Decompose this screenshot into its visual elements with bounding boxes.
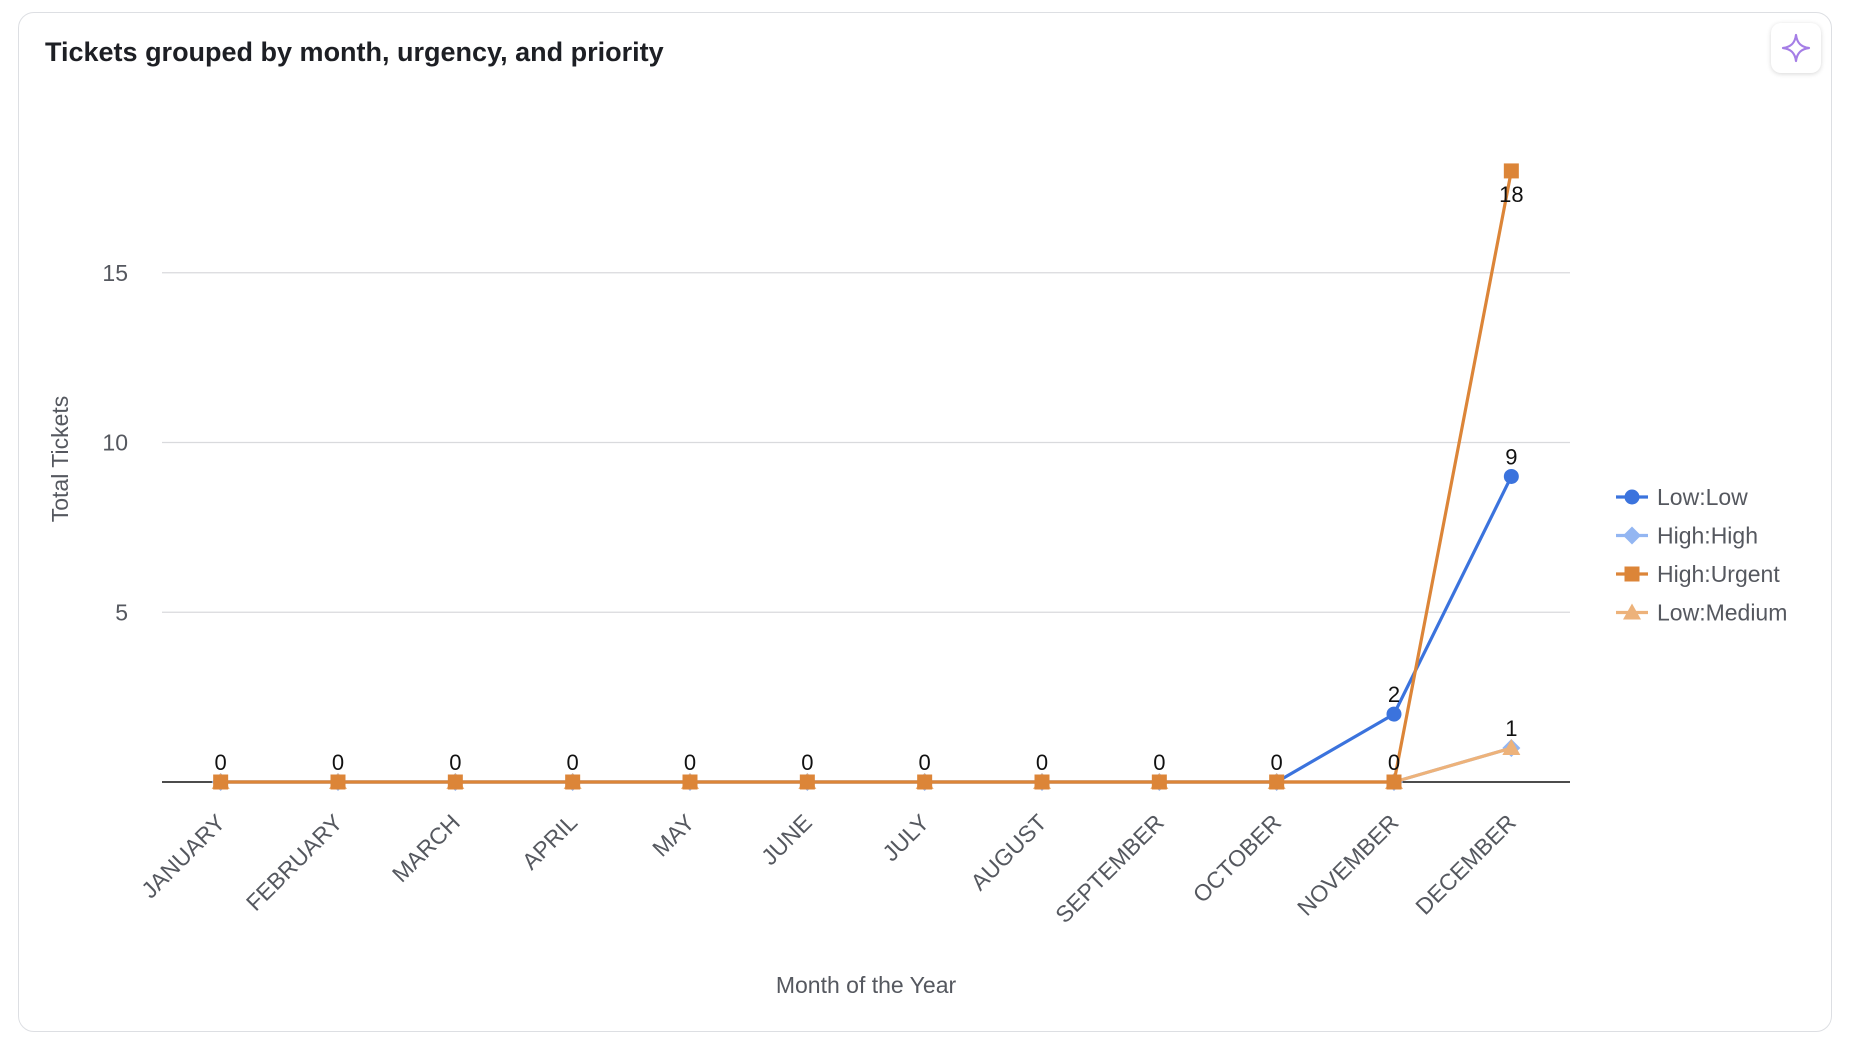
data-label: 0: [567, 750, 579, 775]
x-axis-title: Month of the Year: [776, 972, 957, 998]
legend-item: Low:Low: [1616, 484, 1748, 510]
data-label: 9: [1505, 444, 1517, 469]
data-label: 0: [449, 750, 461, 775]
legend-label: Low:Low: [1657, 484, 1748, 510]
data-point: [1503, 163, 1519, 179]
data-point: [1386, 774, 1402, 790]
data-point: [1034, 774, 1050, 790]
x-tick-label: DECEMBER: [1410, 809, 1521, 920]
series-low-low: [213, 468, 1519, 790]
x-tick-label: OCTOBER: [1188, 809, 1287, 908]
legend-swatch-marker: [1624, 489, 1640, 505]
data-label: 0: [1388, 750, 1400, 775]
x-tick-label: APRIL: [517, 809, 583, 875]
series-line: [220, 746, 1512, 784]
legend-swatch-marker: [1623, 526, 1641, 545]
data-point: [447, 774, 463, 790]
x-tick-label: JULY: [877, 809, 934, 866]
data-label: 0: [332, 750, 344, 775]
data-point: [1503, 468, 1519, 484]
data-point: [1151, 774, 1167, 790]
legend-item: Low:Medium: [1616, 600, 1787, 626]
legend-label: High:High: [1657, 523, 1758, 549]
legend-item: High:High: [1616, 523, 1758, 549]
ai-insights-button[interactable]: [1771, 23, 1821, 73]
data-label: 0: [684, 750, 696, 775]
data-point: [565, 774, 581, 790]
y-tick-label: 10: [102, 430, 128, 456]
x-tick-label: AUGUST: [965, 809, 1051, 895]
data-label: 0: [1153, 750, 1165, 775]
data-point: [917, 774, 933, 790]
series-line: [220, 170, 1513, 784]
x-tick-label: JANUARY: [136, 809, 230, 903]
legend-item: High:Urgent: [1616, 561, 1780, 587]
y-tick-label: 15: [102, 260, 128, 286]
data-label: 0: [919, 750, 931, 775]
x-tick-label: NOVEMBER: [1292, 809, 1403, 920]
gridlines: [162, 272, 1570, 613]
series-line: [220, 746, 1512, 784]
data-label: 0: [1271, 750, 1283, 775]
legend: Low:Low High:High High:Urgent Low:Medium: [1616, 484, 1787, 626]
legend-swatch-marker: [1623, 603, 1641, 620]
data-point: [799, 774, 815, 790]
data-label: 0: [1036, 750, 1048, 775]
data-label: 0: [801, 750, 813, 775]
legend-label: High:Urgent: [1657, 561, 1780, 587]
sparkle-icon: [1781, 33, 1811, 63]
data-point: [1386, 706, 1402, 722]
data-label: 2: [1388, 682, 1400, 707]
legend-swatch-marker: [1624, 566, 1640, 582]
data-point: [1269, 774, 1285, 790]
series-line: [220, 475, 1513, 784]
data-label: 1: [1505, 716, 1517, 741]
x-tick-label: SEPTEMBER: [1050, 809, 1169, 928]
data-labels: 0 0 0 0 0 0 0 0 0 0 2 0 18 9 1: [215, 182, 1524, 775]
series-high-urgent: [213, 163, 1519, 790]
data-label: 0: [215, 750, 227, 775]
x-tick-label: JUNE: [756, 809, 817, 870]
chart-title: Tickets grouped by month, urgency, and p…: [45, 37, 664, 67]
series-layer: [211, 163, 1521, 791]
data-point: [213, 774, 229, 790]
x-tick-label: MARCH: [387, 809, 465, 887]
y-axis-title: Total Tickets: [47, 396, 73, 523]
x-tick-label: MAY: [647, 809, 699, 861]
y-tick-label: 5: [115, 599, 128, 625]
data-point: [1502, 739, 1521, 756]
legend-label: Low:Medium: [1657, 600, 1787, 626]
chart-card: Tickets grouped by month, urgency, and p…: [18, 12, 1832, 1032]
data-point: [682, 774, 698, 790]
data-label: 18: [1499, 182, 1523, 207]
x-tick-label: FEBRUARY: [241, 809, 348, 916]
data-point: [330, 774, 346, 790]
